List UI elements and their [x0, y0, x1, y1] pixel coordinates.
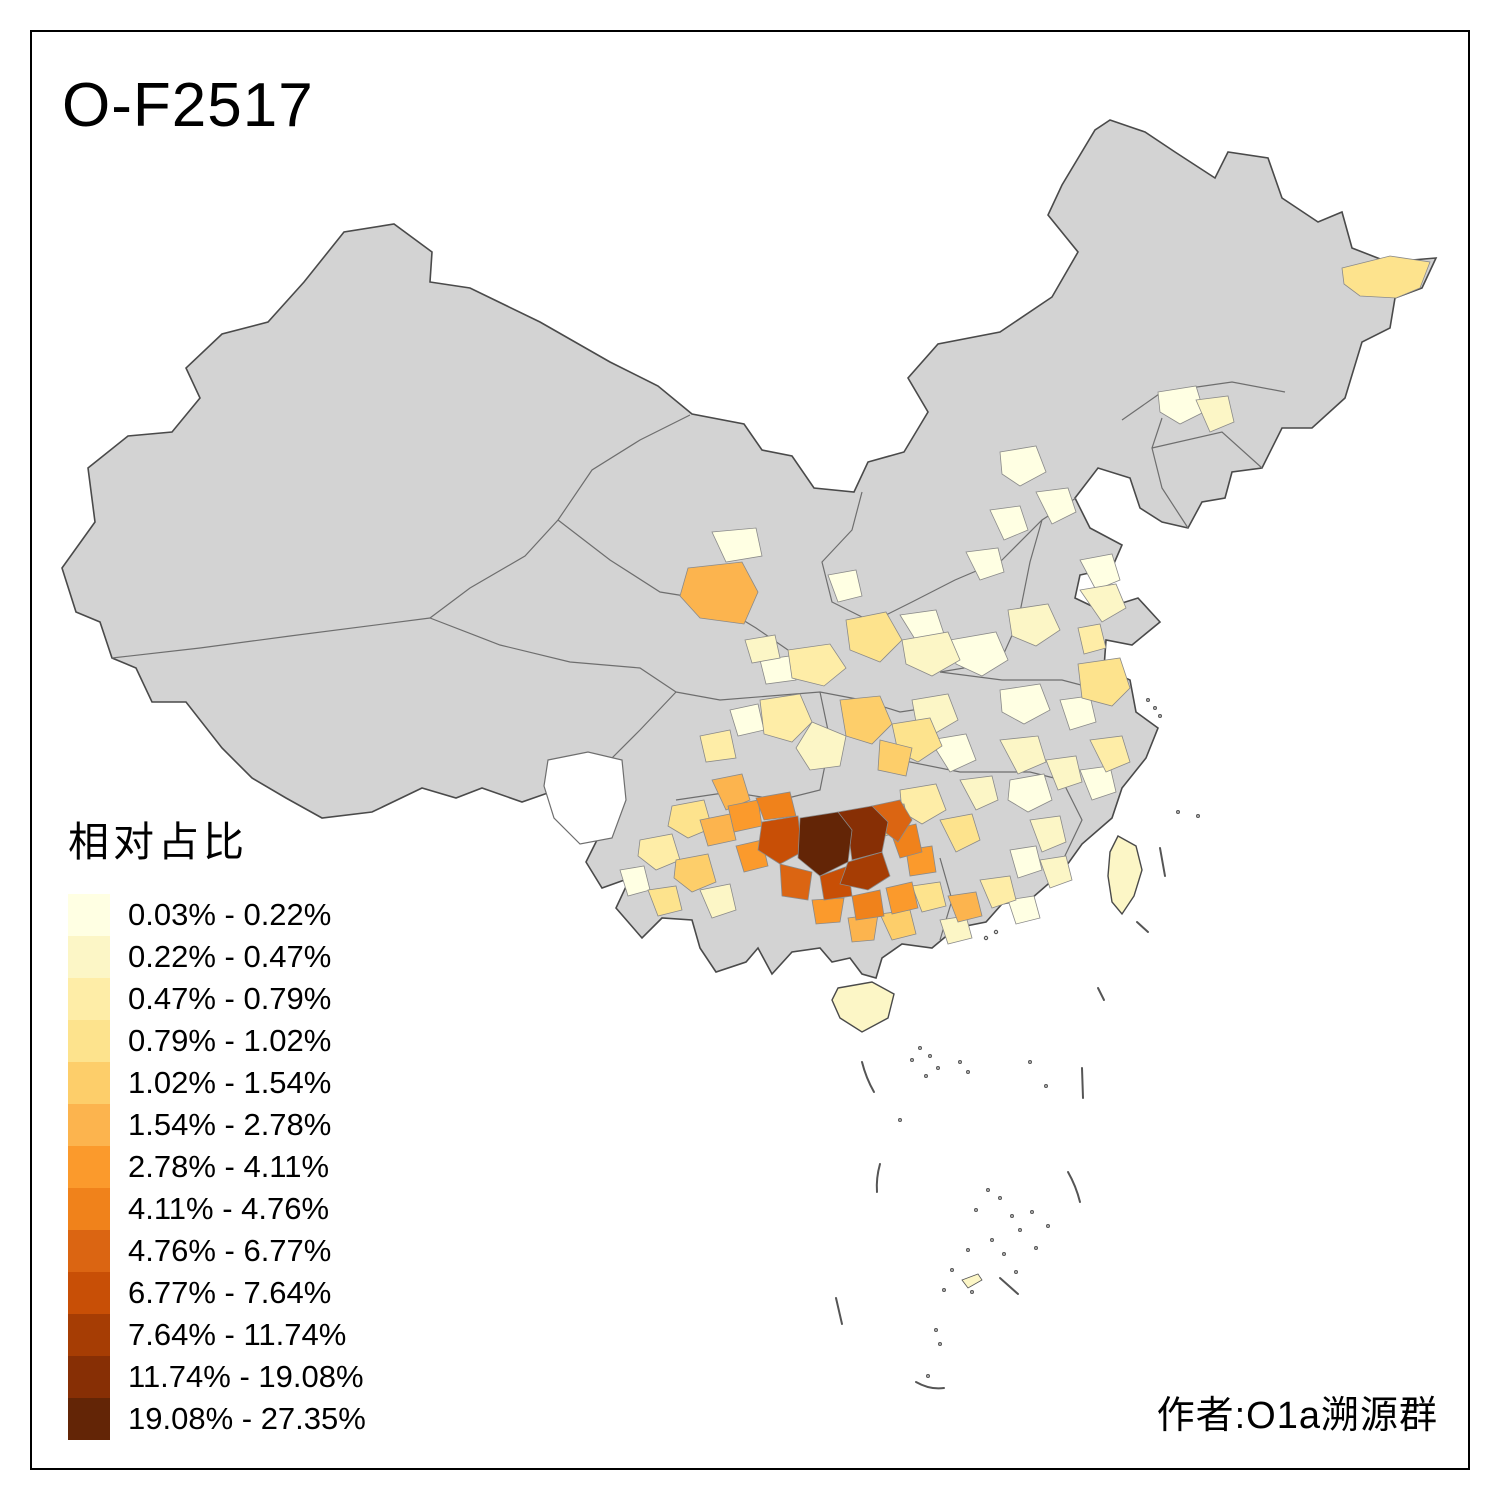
legend-label: 2.78% - 4.11% — [128, 1149, 330, 1184]
legend-swatch — [68, 1020, 110, 1062]
legend-swatch — [68, 1356, 110, 1398]
legend-item: 0.22% - 0.47% — [68, 936, 366, 978]
legend-item: 2.78% - 4.11% — [68, 1146, 366, 1188]
legend-item: 11.74% - 19.08% — [68, 1356, 366, 1398]
legend-swatch — [68, 1314, 110, 1356]
white-region — [543, 751, 627, 845]
legend-label: 4.11% - 4.76% — [128, 1191, 330, 1226]
south-sea-islet — [961, 1273, 983, 1289]
legend-item: 19.08% - 27.35% — [68, 1398, 366, 1440]
legend-item: 0.03% - 0.22% — [68, 894, 366, 936]
province-borders — [111, 381, 1286, 941]
legend-label: 4.76% - 6.77% — [128, 1233, 332, 1268]
legend-label: 19.08% - 27.35% — [128, 1401, 366, 1436]
legend-item: 4.11% - 4.76% — [68, 1188, 366, 1230]
plot-frame — [30, 30, 1470, 1470]
legend-item: 1.54% - 2.78% — [68, 1104, 366, 1146]
legend-label: 1.02% - 1.54% — [128, 1065, 332, 1100]
legend-swatch — [68, 1272, 110, 1314]
legend-item: 4.76% - 6.77% — [68, 1230, 366, 1272]
legend-swatch — [68, 936, 110, 978]
legend-swatch — [68, 1188, 110, 1230]
legend-label: 0.47% - 0.79% — [128, 981, 332, 1016]
islets — [897, 697, 1200, 1378]
legend-swatch — [68, 1062, 110, 1104]
taiwan-island — [1107, 835, 1143, 916]
legend-swatch — [68, 894, 110, 936]
legend-label: 0.22% - 0.47% — [128, 939, 332, 974]
legend-label: 1.54% - 2.78% — [128, 1107, 332, 1142]
legend-label: 11.74% - 19.08% — [128, 1359, 364, 1394]
nine-dash-line — [835, 847, 1166, 1390]
legend-item: 7.64% - 11.74% — [68, 1314, 366, 1356]
page-title: O-F2517 — [62, 71, 314, 140]
prefecture-regions — [619, 255, 1431, 945]
author-caption: 作者:O1a溯源群 — [1156, 1395, 1438, 1437]
legend-title: 相对占比 — [68, 819, 248, 865]
legend-swatch — [68, 1230, 110, 1272]
legend-swatch — [68, 978, 110, 1020]
legend-items: 0.03% - 0.22% 0.22% - 0.47% 0.47% - 0.79… — [68, 894, 366, 1440]
legend-item: 0.47% - 0.79% — [68, 978, 366, 1020]
hainan-island — [831, 981, 895, 1033]
legend-item: 6.77% - 7.64% — [68, 1272, 366, 1314]
legend-swatch — [68, 1146, 110, 1188]
legend-swatch — [68, 1104, 110, 1146]
legend-item: 1.02% - 1.54% — [68, 1062, 366, 1104]
legend: 相对占比 0.03% - 0.22% 0.22% - 0.47% 0.47% -… — [68, 808, 366, 1440]
legend-label: 0.79% - 1.02% — [128, 1023, 332, 1058]
legend-label: 7.64% - 11.74% — [128, 1317, 347, 1352]
legend-item: 0.79% - 1.02% — [68, 1020, 366, 1062]
legend-swatch — [68, 1398, 110, 1440]
legend-label: 0.03% - 0.22% — [128, 897, 332, 932]
legend-label: 6.77% - 7.64% — [128, 1275, 332, 1310]
